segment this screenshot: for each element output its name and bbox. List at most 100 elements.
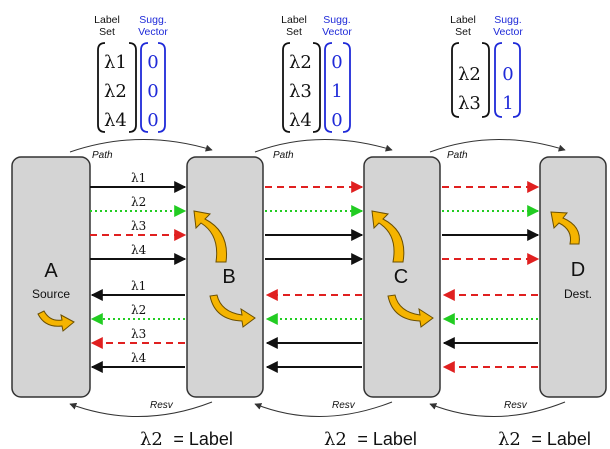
footer-label-2: λ2 = Label: [324, 429, 417, 449]
vector-bracket-left: [324, 42, 333, 133]
hop-header-3: Label Set Sugg. Vector: [450, 14, 523, 38]
links-c-d: [442, 181, 540, 373]
node-role: Source: [32, 287, 70, 301]
path-arc: [429, 139, 566, 153]
vector-entry: 1: [502, 93, 513, 114]
path-label: Path: [273, 150, 294, 161]
sugg-vector-heading: Sugg.: [139, 14, 166, 26]
sugg-vector-heading: Vector: [138, 26, 168, 38]
label-set-entry: λ2: [104, 81, 127, 102]
curved-arrow-icon: [37, 310, 75, 332]
label-set-3: λ2 λ3 0 1: [458, 64, 514, 114]
label-set-entry: λ4: [104, 110, 127, 131]
hop-header-1: Label Set Sugg. Vector: [94, 14, 168, 38]
vector-entry: 0: [331, 110, 342, 131]
wavelength-label: λ4: [131, 351, 147, 365]
label-bracket-right: [128, 42, 137, 133]
label-set-heading: Label: [450, 14, 476, 26]
node-letter: B: [222, 266, 235, 288]
resv-label: Resv: [332, 400, 356, 411]
label-set-heading: Set: [286, 26, 302, 38]
footer-lambda: λ2: [140, 429, 163, 449]
vector-entry: 0: [331, 52, 342, 73]
label-bracket-left: [282, 42, 291, 133]
footer-text: = Label: [531, 429, 591, 449]
vector-entry: 0: [147, 52, 158, 73]
svg-text:λ2 = Label: λ2 = Label: [498, 429, 591, 449]
label-set-entry: λ3: [289, 81, 312, 102]
footer-label-3: λ2 = Label: [498, 429, 591, 449]
label-set-heading: Label: [94, 14, 120, 26]
links-a-b: [90, 181, 187, 373]
label-bracket-right: [312, 42, 321, 133]
footer-lambda: λ2: [498, 429, 521, 449]
wavelength-label: λ3: [131, 327, 146, 341]
vector-bracket-right: [157, 42, 166, 133]
resv-arcs: [69, 401, 566, 417]
node-role: Dest.: [564, 287, 592, 301]
wavelength-label: λ2: [131, 195, 146, 209]
label-set-entry: λ2: [458, 64, 481, 85]
label-bracket-right: [481, 42, 490, 118]
label-set-1: λ1 λ2 λ4 0 0 0: [104, 52, 159, 131]
wavelength-label: λ1: [131, 279, 146, 293]
sugg-vector-heading: Sugg.: [494, 14, 521, 26]
vector-entry: 0: [147, 110, 158, 131]
wavelength-labels: λ1 λ2 λ3 λ4 λ1 λ2 λ3 λ4: [131, 171, 147, 365]
switch-arrows: [37, 210, 580, 332]
wavelength-label: λ3: [131, 219, 146, 233]
label-set-entry: λ2: [289, 52, 312, 73]
path-arcs: [69, 138, 566, 153]
footer-lambda: λ2: [324, 429, 347, 449]
sugg-vector-heading: Sugg.: [323, 14, 350, 26]
vector-bracket-right: [342, 42, 351, 133]
label-bracket-left: [451, 42, 460, 118]
wavelength-label: λ4: [131, 243, 147, 257]
links-b-c: [265, 181, 364, 373]
wavelength-label: λ1: [131, 171, 146, 185]
svg-text:λ2 = Label: λ2 = Label: [140, 429, 233, 449]
node-letter: D: [571, 259, 585, 281]
resv-arc: [254, 401, 393, 417]
node-letter: A: [44, 260, 58, 282]
node-letter: C: [394, 266, 408, 288]
path-label: Path: [92, 150, 113, 161]
hop-header-2: Label Set Sugg. Vector: [281, 14, 352, 38]
resv-label: Resv: [150, 400, 174, 411]
footer-text: = Label: [357, 429, 417, 449]
footer-label-1: λ2 = Label: [140, 429, 233, 449]
sugg-vector-heading: Vector: [322, 26, 352, 38]
resv-arc: [429, 401, 566, 417]
vector-bracket-left: [494, 42, 503, 118]
nodes: [11, 156, 607, 398]
brackets: [97, 42, 521, 133]
vector-bracket-right: [512, 42, 521, 118]
path-label: Path: [447, 150, 468, 161]
sugg-vector-heading: Vector: [493, 26, 523, 38]
vector-entry: 0: [147, 81, 158, 102]
curved-arrow-icon: [371, 210, 405, 263]
path-arc: [254, 139, 393, 153]
node-a: [11, 156, 91, 398]
label-set-heading: Set: [99, 26, 115, 38]
label-set-heading: Label: [281, 14, 307, 26]
resv-label: Resv: [504, 400, 528, 411]
curved-arrow-icon: [209, 294, 256, 328]
wavelength-label: λ2: [131, 303, 146, 317]
vector-bracket-left: [140, 42, 149, 133]
vector-entry: 1: [331, 81, 342, 102]
curved-arrow-icon: [550, 211, 580, 245]
footer-text: = Label: [173, 429, 233, 449]
label-set-2: λ2 λ3 λ4 0 1 0: [289, 52, 343, 131]
svg-text:λ2 = Label: λ2 = Label: [324, 429, 417, 449]
curved-arrow-icon: [193, 210, 228, 263]
label-set-entry: λ1: [104, 52, 127, 73]
label-set-entry: λ3: [458, 93, 481, 114]
label-bracket-left: [97, 42, 106, 133]
vector-entry: 0: [502, 64, 513, 85]
resv-arc: [69, 401, 213, 417]
label-set-entry: λ4: [289, 110, 312, 131]
path-arc: [69, 138, 213, 153]
curved-arrow-icon: [387, 294, 434, 328]
